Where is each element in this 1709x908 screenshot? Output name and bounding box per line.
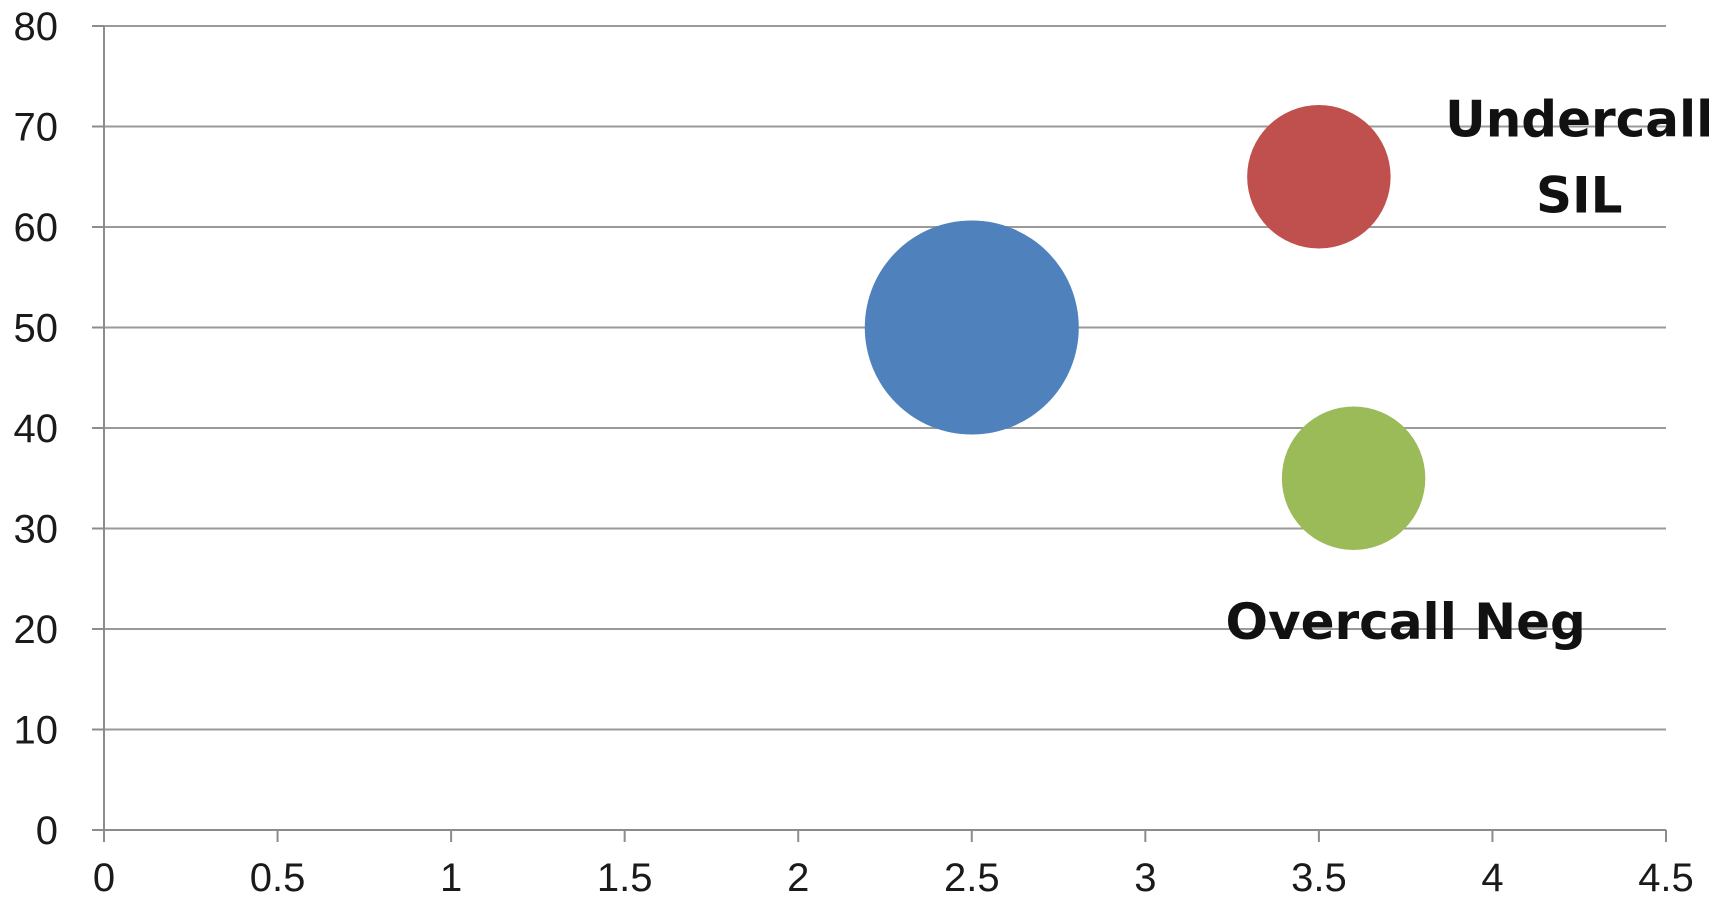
annotation-1-line-2: SIL <box>1536 167 1622 225</box>
y-tick-label: 30 <box>14 508 59 552</box>
x-tick-label: 3 <box>1134 856 1156 900</box>
axes <box>92 25 1667 842</box>
x-tick-label: 0 <box>93 856 115 900</box>
x-tick-label: 1 <box>440 856 462 900</box>
x-tick-label: 2 <box>787 856 809 900</box>
bubble-3 <box>1281 406 1426 550</box>
bubbles <box>864 105 1426 550</box>
annotations: Undercall SIL Overcall Neg <box>1226 91 1709 651</box>
x-tick-label: 2.5 <box>944 856 1000 900</box>
y-tick-label: 70 <box>14 106 59 150</box>
y-tick-label: 60 <box>14 206 59 250</box>
bubble-2 <box>1247 105 1391 249</box>
y-tick-label: 20 <box>14 608 59 652</box>
x-axis-tick-labels: 0 0.5 1 1.5 2 2.5 3 3.5 4 4.5 <box>93 856 1694 900</box>
x-tick-label: 1.5 <box>597 856 653 900</box>
annotation-1-line-1: Undercall <box>1445 91 1709 149</box>
x-tick-label: 4.5 <box>1638 856 1694 900</box>
bubble-1 <box>864 220 1079 435</box>
y-tick-label: 50 <box>14 307 59 351</box>
x-tick-label: 0.5 <box>250 856 306 900</box>
y-axis-tick-labels: 0 10 20 30 40 50 60 70 80 <box>14 5 59 853</box>
y-tick-label: 40 <box>14 407 59 451</box>
annotation-2-line-1: Overcall Neg <box>1226 593 1586 651</box>
y-tick-label: 0 <box>36 809 58 853</box>
y-tick-label: 80 <box>14 5 59 49</box>
x-tick-label: 4 <box>1481 856 1503 900</box>
x-tick-label: 3.5 <box>1291 856 1347 900</box>
y-tick-label: 10 <box>14 709 59 753</box>
